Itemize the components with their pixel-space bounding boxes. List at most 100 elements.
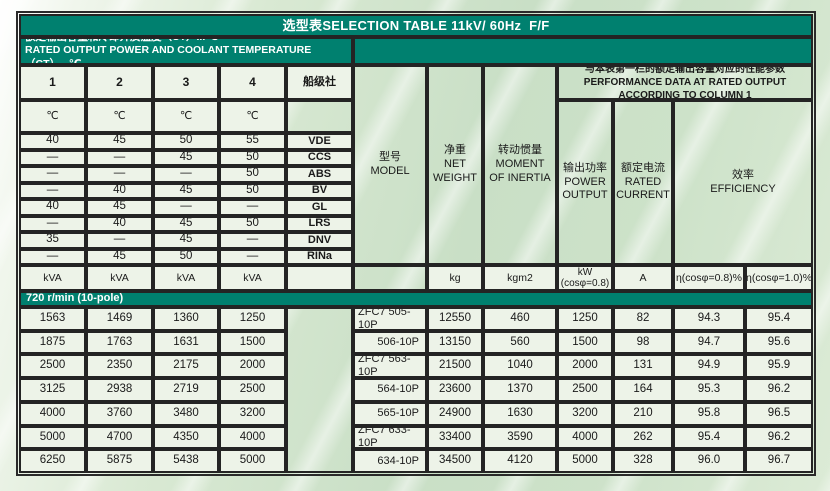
efficiency-08-cell: 96.0 <box>673 449 745 473</box>
society-name-cell: BV <box>286 182 353 199</box>
temperature-cell: 50 <box>219 149 286 166</box>
power-unit-cell: kW (cosφ=0.8) <box>557 265 613 291</box>
net-weight-header-cn: 净重 <box>444 144 466 157</box>
performance-header-cn: 与本表第一栏的额定输出容量对应的性能参数 <box>585 65 785 75</box>
temperature-cell: 50 <box>219 182 286 199</box>
efficiency-10-cell: 96.2 <box>745 425 813 450</box>
power-header-en2: OUTPUT <box>562 189 608 202</box>
net-weight-cell: 24900 <box>427 401 483 426</box>
power-output-cell: 2500 <box>557 378 613 402</box>
power-header-cn: 输出功率 <box>563 161 607 174</box>
kva-value-cell: 6250 <box>19 449 86 473</box>
temperature-cell: 45 <box>153 182 219 199</box>
table-title: 选型表SELECTION TABLE 11kV/ 60Hz F/F <box>19 14 813 37</box>
speed-banner: 720 r/min (10-pole) <box>19 291 813 307</box>
column-1-header: 1 <box>19 65 86 100</box>
column-2-header: 2 <box>86 65 153 100</box>
efficiency-08-unit-cell: η(cosφ=0.8)% <box>673 265 745 291</box>
model-column-header: 型号 MODEL <box>353 65 427 265</box>
net-weight-cell: 13150 <box>427 330 483 355</box>
inertia-cell: 3590 <box>483 425 557 450</box>
data-society-blank-column <box>286 307 353 473</box>
units-row-model-blank <box>353 265 427 291</box>
subtitle-spacer <box>353 37 813 65</box>
model-cell: 506-10P <box>353 330 427 355</box>
rated-current-cell: 82 <box>613 307 673 331</box>
kva-value-cell: 1469 <box>86 307 153 331</box>
rated-current-cell: 164 <box>613 378 673 402</box>
current-header-en1: RATED <box>624 175 662 188</box>
kva-value-cell: 1563 <box>19 307 86 331</box>
celsius-cell-3: ℃ <box>153 100 219 133</box>
temperature-cell: 50 <box>219 166 286 183</box>
power-output-cell: 2000 <box>557 354 613 379</box>
temperature-cell: 45 <box>153 215 219 232</box>
temperature-cell: 50 <box>153 133 219 150</box>
model-cell: ZFC7 633-10P <box>353 425 427 450</box>
kva-value-cell: 3125 <box>19 378 86 402</box>
celsius-cell-2: ℃ <box>86 100 153 133</box>
temperature-cell: — <box>19 149 86 166</box>
temperature-cell: — <box>219 199 286 216</box>
temperature-cell: 50 <box>219 215 286 232</box>
temperature-cell: — <box>86 149 153 166</box>
society-column-header: 船级社 <box>286 65 353 100</box>
power-output-cell: 3200 <box>557 401 613 426</box>
kva-value-cell: 2000 <box>219 354 286 379</box>
kva-value-cell: 5000 <box>219 449 286 473</box>
rated-current-cell: 131 <box>613 354 673 379</box>
rated-current-cell: 98 <box>613 330 673 355</box>
temperature-cell: — <box>153 199 219 216</box>
efficiency-08-cell: 94.3 <box>673 307 745 331</box>
model-cell: 564-10P <box>353 378 427 402</box>
inertia-header-cn: 转动惯量 <box>498 144 542 157</box>
kva-value-cell: 5000 <box>19 425 86 450</box>
net-weight-header-en1: NET <box>444 158 466 171</box>
kva-value-cell: 2500 <box>19 354 86 379</box>
temperature-cell: 55 <box>219 133 286 150</box>
current-header-en2: CURRENT <box>616 189 670 202</box>
efficiency-10-cell: 95.4 <box>745 307 813 331</box>
inertia-unit-cell: kgm2 <box>483 265 557 291</box>
kva-value-cell: 3480 <box>153 401 219 426</box>
power-output-cell: 1500 <box>557 330 613 355</box>
kva-unit-cell-1: kVA <box>19 265 86 291</box>
net-weight-cell: 21500 <box>427 354 483 379</box>
kva-value-cell: 4350 <box>153 425 219 450</box>
kva-value-cell: 1500 <box>219 330 286 355</box>
temperature-cell: — <box>19 182 86 199</box>
kva-unit-cell-4: kVA <box>219 265 286 291</box>
society-name-cell: LRS <box>286 215 353 232</box>
net-weight-header-en2: WEIGHT <box>433 171 477 184</box>
society-name-cell: CCS <box>286 149 353 166</box>
temperature-cell: 45 <box>86 199 153 216</box>
society-name-cell: RINa <box>286 248 353 265</box>
model-cell: ZFC7 563-10P <box>353 354 427 379</box>
kva-value-cell: 1360 <box>153 307 219 331</box>
temperature-cell: — <box>86 166 153 183</box>
temperature-cell: — <box>86 232 153 249</box>
inertia-cell: 560 <box>483 330 557 355</box>
model-header-en: MODEL <box>370 165 410 177</box>
efficiency-08-cell: 95.4 <box>673 425 745 450</box>
inertia-cell: 1630 <box>483 401 557 426</box>
temperature-cell: — <box>219 248 286 265</box>
current-header-cn: 额定电流 <box>621 161 665 174</box>
efficiency-header-en: EFFICIENCY <box>710 182 776 195</box>
power-output-cell: 4000 <box>557 425 613 450</box>
temperature-cell: 40 <box>19 133 86 150</box>
kva-value-cell: 1875 <box>19 330 86 355</box>
temperature-cell: — <box>153 166 219 183</box>
subtitle-en: RATED OUTPUT POWER AND COOLANT TEMPERATU… <box>25 44 312 65</box>
efficiency-08-cell: 95.3 <box>673 378 745 402</box>
efficiency-08-cell: 94.9 <box>673 354 745 379</box>
celsius-row-society-blank <box>286 100 353 133</box>
temperature-cell: 40 <box>19 199 86 216</box>
kva-value-cell: 2175 <box>153 354 219 379</box>
inertia-header-en1: MOMENT <box>495 158 545 171</box>
subtitle-cn: 额定输出容量和冷却介质温度（CT）...℃ <box>25 39 218 44</box>
rated-current-column-header: 额定电流 RATED CURRENT <box>613 100 673 265</box>
inertia-cell: 1040 <box>483 354 557 379</box>
kva-unit-cell-3: kVA <box>153 265 219 291</box>
